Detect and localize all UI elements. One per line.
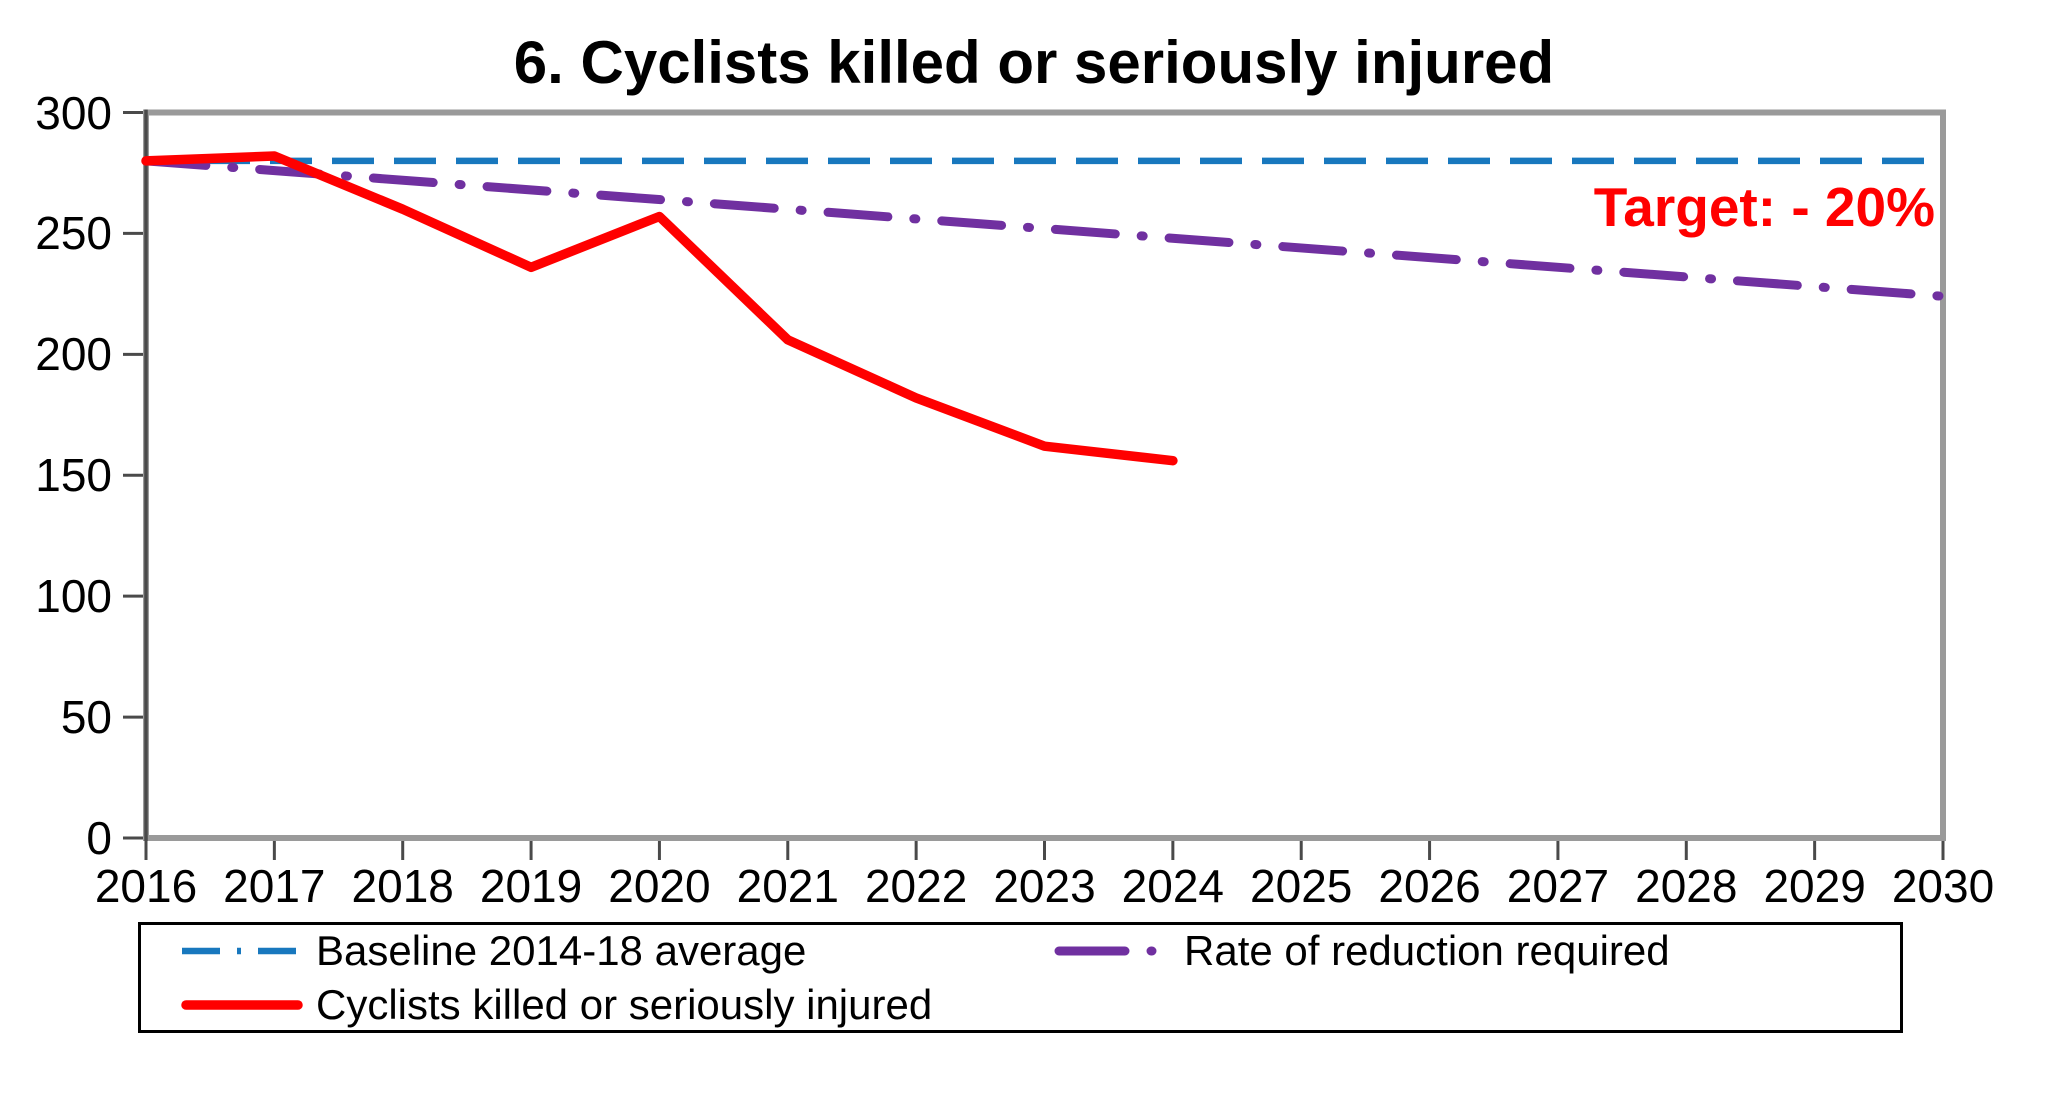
series-line-1 bbox=[141, 156, 1948, 301]
y-tick-label: 50 bbox=[60, 691, 112, 744]
required-dashdot-line-swatch bbox=[1054, 946, 1172, 956]
series-line-2 bbox=[141, 151, 1178, 466]
target-annotation: Target: - 20% bbox=[1593, 176, 1935, 238]
y-tick-label: 150 bbox=[35, 449, 112, 502]
x-tick-label: 2026 bbox=[1378, 860, 1481, 912]
legend-label-baseline: Baseline 2014-18 average bbox=[316, 927, 807, 974]
x-tick-label: 2023 bbox=[993, 860, 1096, 912]
x-tick-label: 2021 bbox=[736, 860, 839, 912]
legend-entry-actual: Cyclists killed or seriously injured bbox=[180, 979, 932, 1031]
y-tick-label: 0 bbox=[86, 812, 112, 864]
x-tick-label: 2019 bbox=[479, 860, 583, 912]
x-tick-label: 2018 bbox=[351, 860, 454, 912]
actual-solid-line-swatch bbox=[181, 1000, 303, 1010]
x-tick-label: 2028 bbox=[1635, 860, 1738, 912]
x-tick-label: 2025 bbox=[1250, 860, 1353, 912]
x-tick-label: 2027 bbox=[1506, 860, 1610, 912]
legend-label-required: Rate of reduction required bbox=[1184, 927, 1670, 974]
y-tick-label: 100 bbox=[35, 570, 112, 623]
x-tick-label: 2016 bbox=[94, 860, 198, 912]
x-tick-label: 2022 bbox=[864, 860, 968, 912]
chart-title: 6. Cyclists killed or seriously injured bbox=[513, 29, 1555, 96]
y-tick-label: 250 bbox=[35, 207, 112, 260]
x-tick-label: 2020 bbox=[608, 860, 711, 912]
x-tick-label: 2030 bbox=[1891, 860, 1995, 912]
legend-entry-baseline: Baseline 2014-18 average bbox=[180, 925, 806, 977]
x-tick-label: 2024 bbox=[1121, 860, 1225, 912]
x-tick-label: 2029 bbox=[1763, 860, 1866, 912]
legend: Baseline 2014-18 average Cyclists killed… bbox=[138, 922, 1903, 1033]
legend-label-actual: Cyclists killed or seriously injured bbox=[316, 981, 933, 1028]
legend-entry-required: Rate of reduction required bbox=[1054, 925, 1670, 977]
y-tick-label: 300 bbox=[35, 86, 112, 139]
y-tick-label: 200 bbox=[35, 328, 112, 381]
baseline-dashed-line-swatch bbox=[182, 947, 302, 955]
x-tick-label: 2017 bbox=[223, 860, 326, 912]
